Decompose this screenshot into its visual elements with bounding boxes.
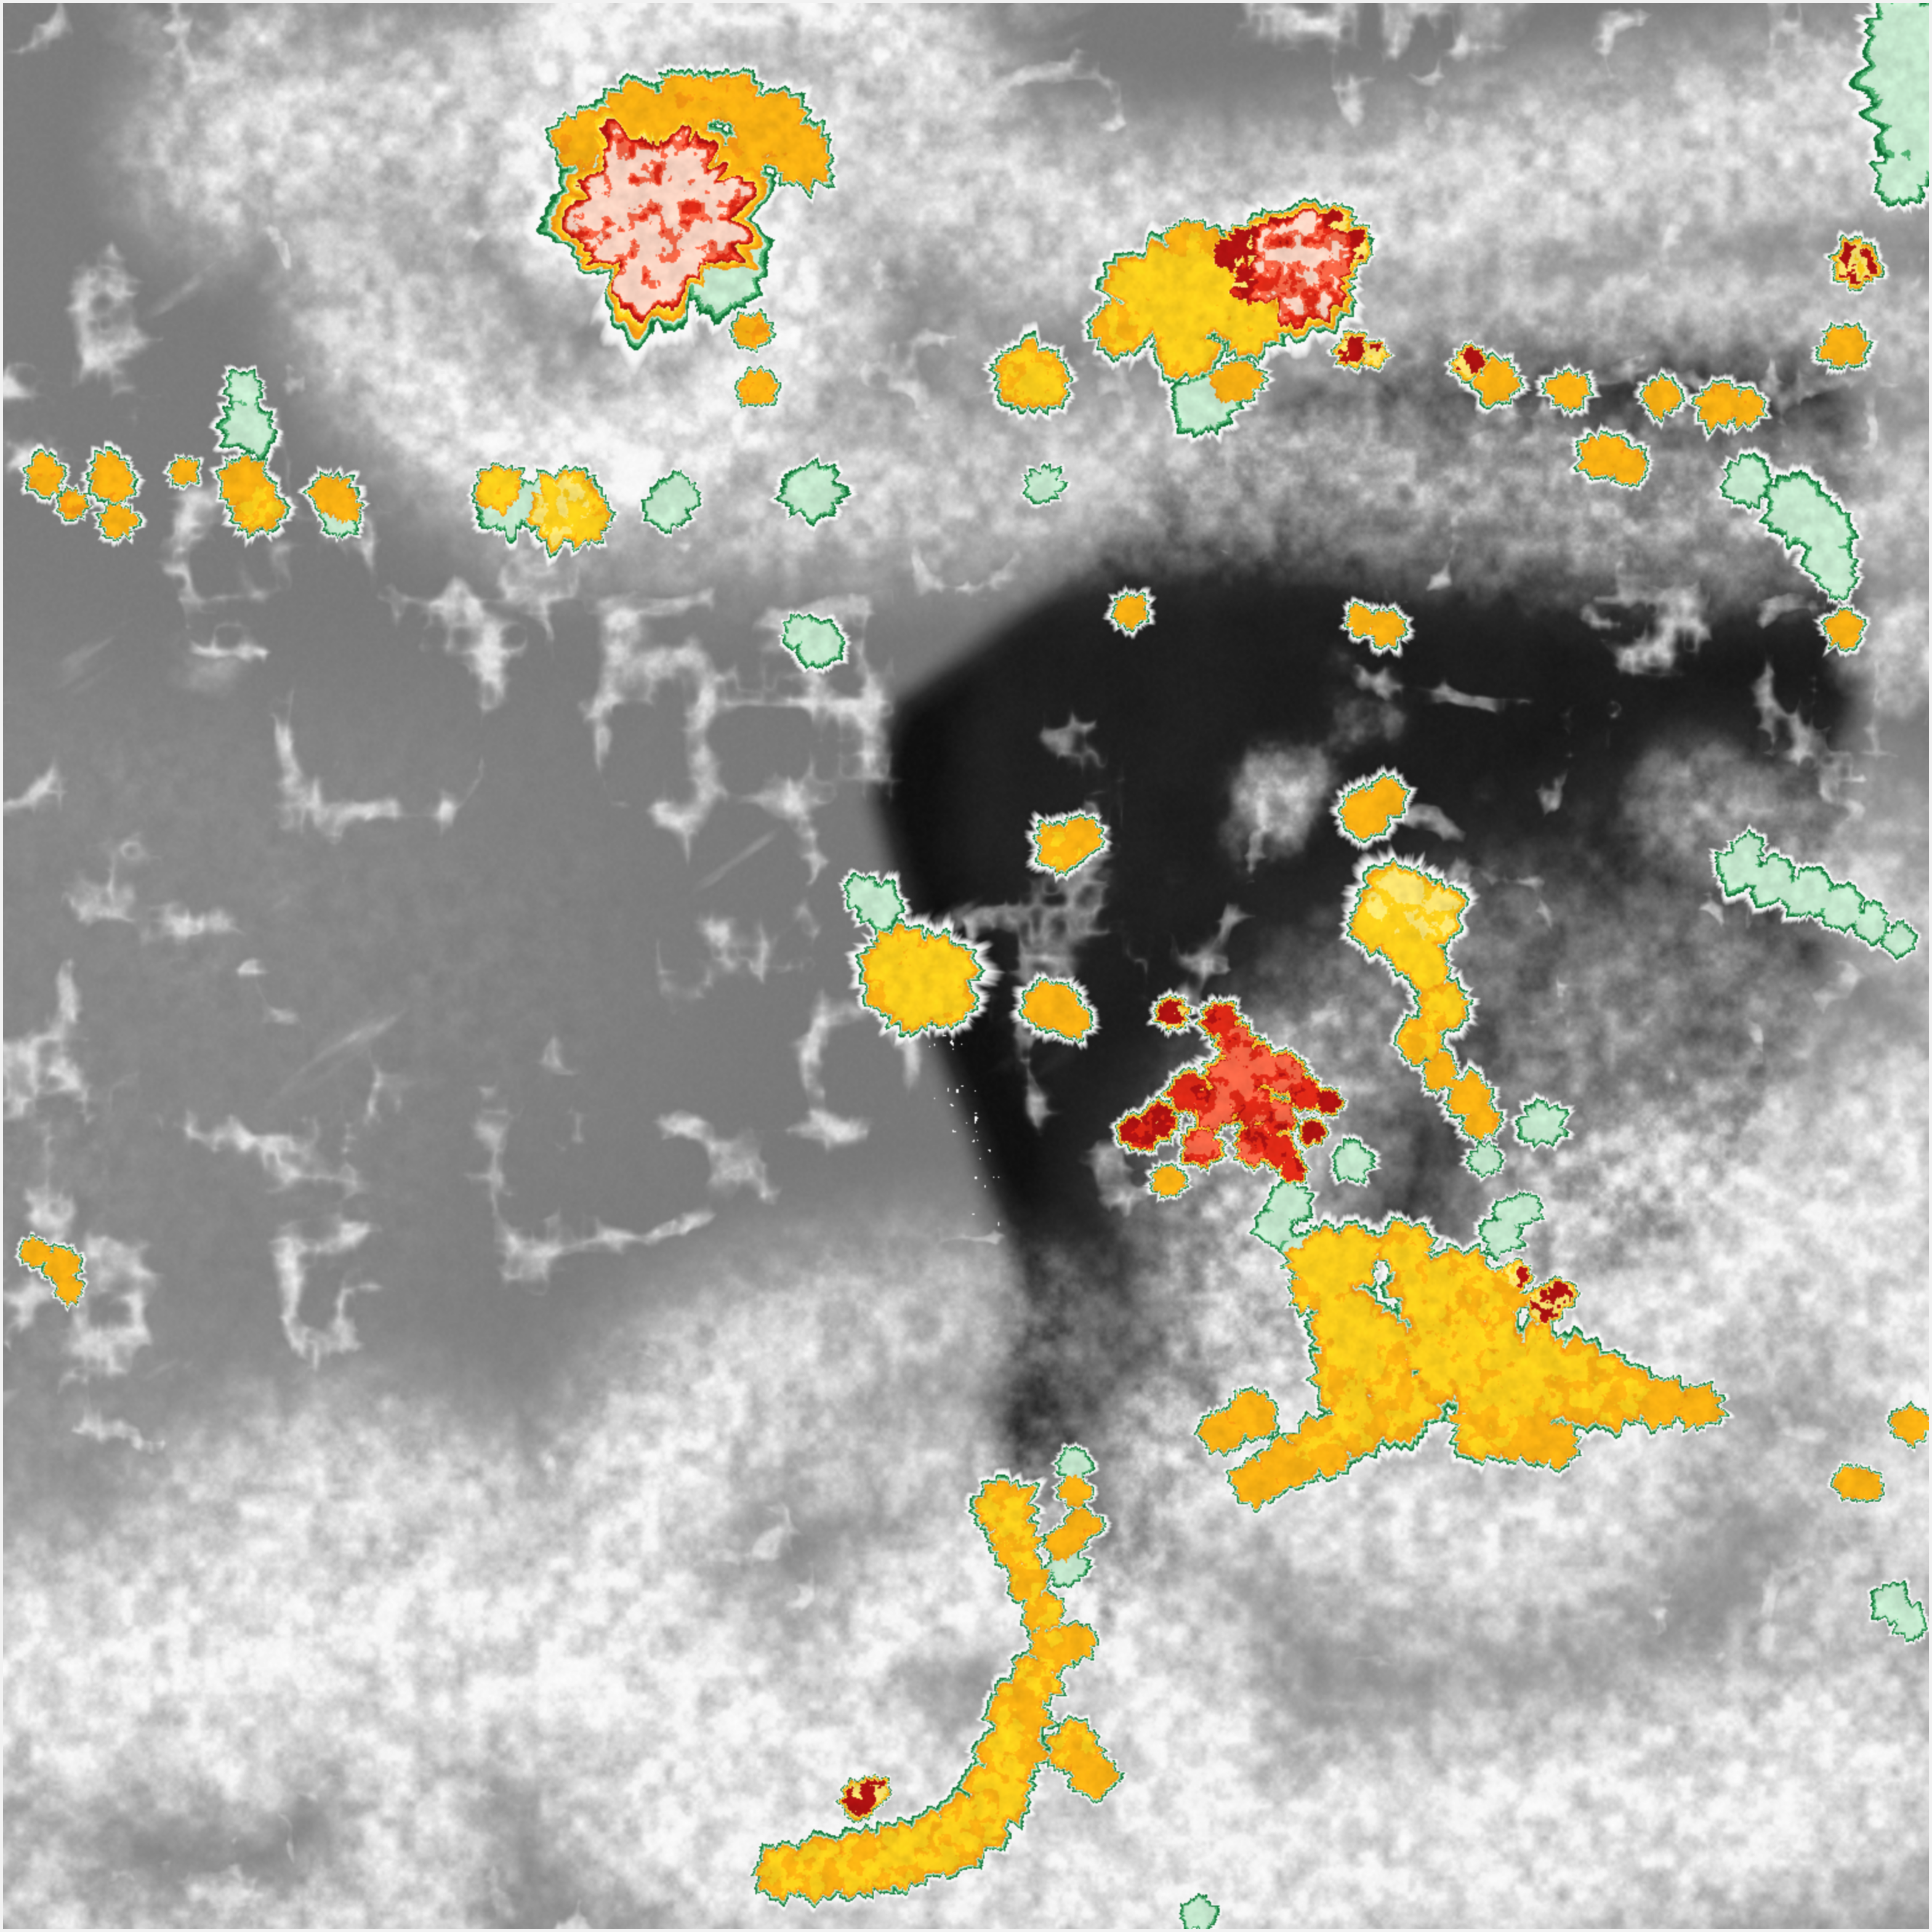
enhanced-ir-satellite-canvas — [3, 3, 1929, 1929]
satellite-image-frame: Tropical cyclone with clear eye Intertro… — [3, 3, 1929, 1929]
